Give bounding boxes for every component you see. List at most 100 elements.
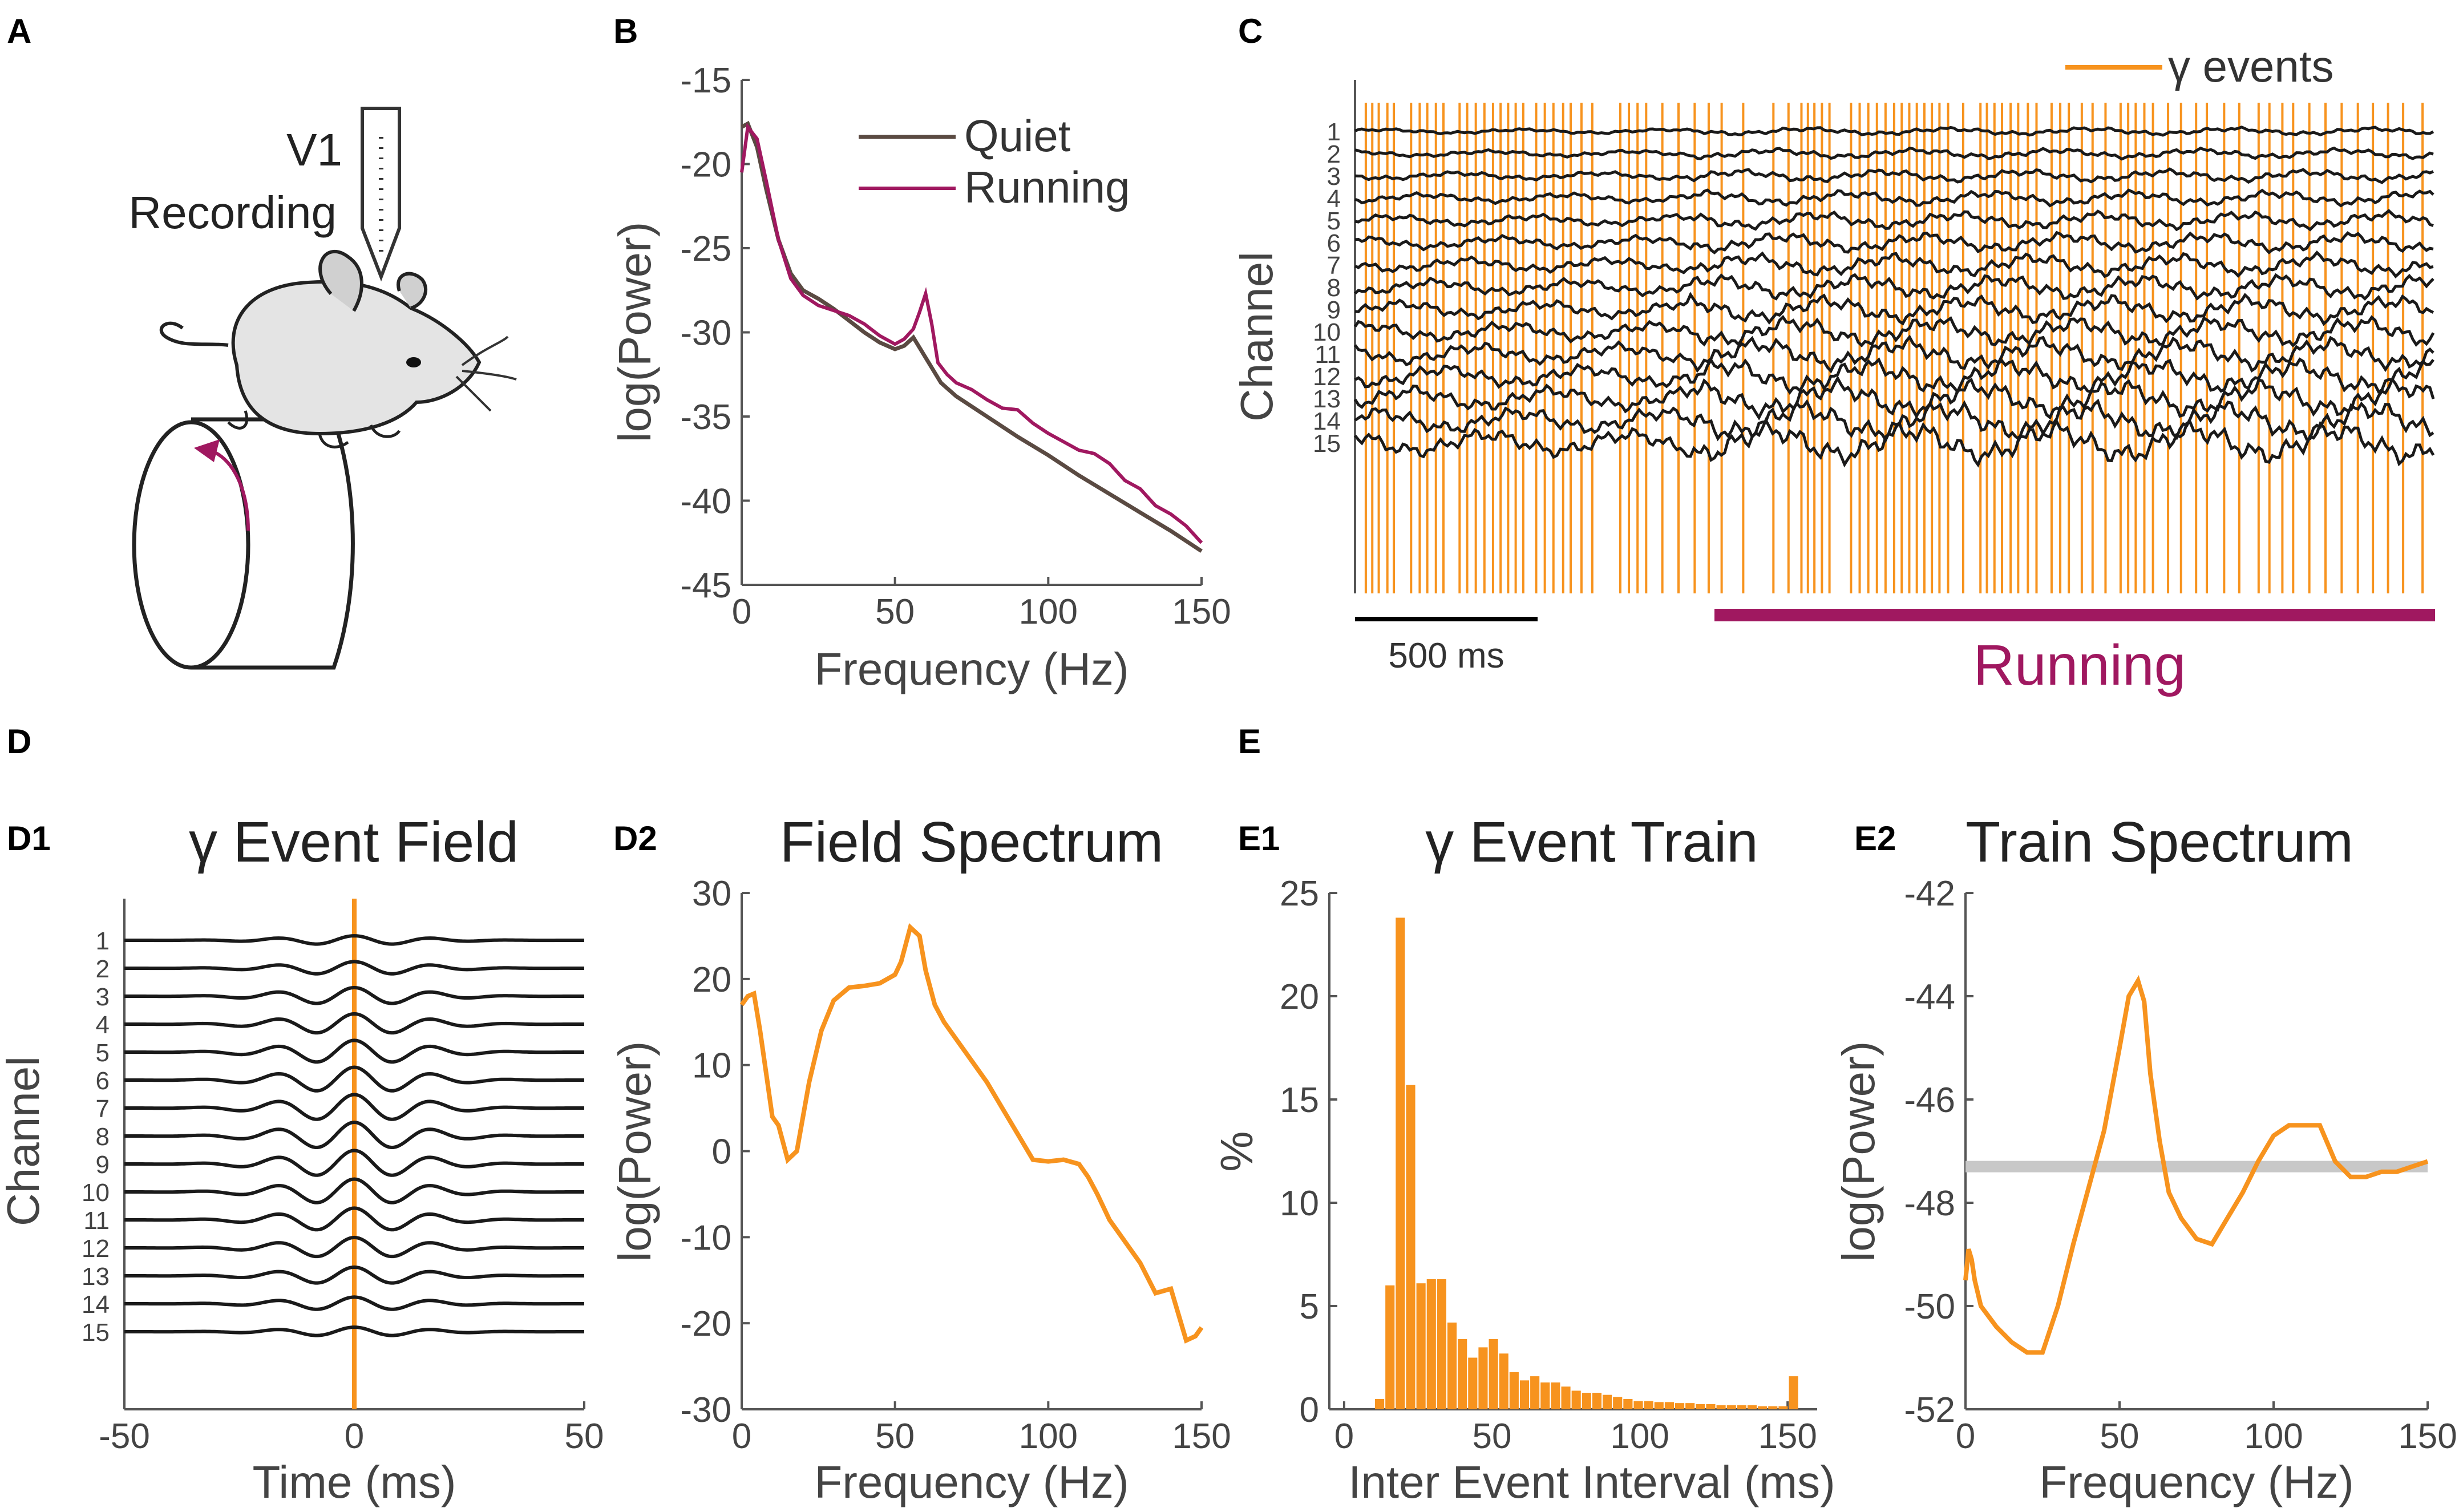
d1-channel-label: 10 <box>82 1179 110 1207</box>
c-channel-label: 12 <box>1313 363 1341 391</box>
e1-bar <box>1603 1394 1612 1409</box>
d2-y-tick-label: -10 <box>680 1218 731 1258</box>
c-legend-gamma: γ events <box>2168 41 2333 91</box>
e1-bar <box>1758 1406 1768 1409</box>
e1-bar <box>1726 1405 1736 1409</box>
d1-channel-label: 12 <box>82 1235 110 1263</box>
e1-y-tick-label: 10 <box>1280 1184 1319 1223</box>
d1-channel-label: 4 <box>96 1011 110 1039</box>
d1-channel-trace <box>124 1235 584 1259</box>
e1-bar <box>1478 1347 1488 1409</box>
e2-title: Train Spectrum <box>1965 810 2353 874</box>
e1-bar <box>1499 1353 1508 1409</box>
d1-channel-trace <box>124 1038 584 1064</box>
d1-channel-trace <box>124 1120 584 1149</box>
e2-y-tick-label: -46 <box>1904 1081 1955 1120</box>
b-y-tick-label: -35 <box>680 398 731 437</box>
c-channel-trace <box>1353 314 2435 347</box>
panel-label-c: C <box>1238 12 1263 50</box>
e1-bar <box>1437 1279 1446 1409</box>
wheel-icon <box>132 417 355 670</box>
c-channel-label: 15 <box>1313 430 1341 458</box>
d2-x-label: Frequency (Hz) <box>814 1457 1129 1507</box>
d1-channel-label: 15 <box>82 1319 110 1347</box>
e1-y-tick-label: 5 <box>1300 1287 1319 1327</box>
recording-label: Recording <box>128 187 337 238</box>
b-y-tick-label: -15 <box>680 61 731 100</box>
b-x-tick-label: 100 <box>1019 592 1078 632</box>
d1-channel-label: 2 <box>96 955 110 983</box>
e1-bar <box>1571 1390 1581 1409</box>
d1-channel-trace <box>124 1149 584 1177</box>
e1-bar <box>1489 1339 1498 1409</box>
chart-b: 0 50 100 150 -15 -20 -25 -30 -35 -40 -45 Quiet Run… <box>609 61 1231 694</box>
c-channel-label: 2 <box>1327 140 1341 168</box>
e1-bar <box>1654 1402 1664 1409</box>
e1-bar <box>1447 1322 1457 1409</box>
d1-channel-trace <box>124 1295 584 1311</box>
panel-label-d1: D1 <box>7 819 51 858</box>
e1-bar <box>1519 1380 1530 1409</box>
c-channel-label: 14 <box>1313 407 1341 435</box>
e1-bar <box>1458 1339 1467 1409</box>
d2-title: Field Spectrum <box>780 810 1163 874</box>
e1-bar <box>1696 1404 1705 1409</box>
e1-bar <box>1406 1085 1415 1409</box>
e1-x-tick-label: 0 <box>1334 1417 1354 1456</box>
c-channel-trace <box>1354 209 2434 232</box>
b-x-tick-label: 50 <box>875 592 915 632</box>
d2-y-tick-label: 30 <box>692 874 731 913</box>
c-channel-trace <box>1354 250 2434 278</box>
e1-bar <box>1561 1386 1571 1409</box>
d1-channel-trace <box>124 1206 584 1232</box>
c-channel-label: 10 <box>1313 318 1341 346</box>
c-channel-label: 3 <box>1327 163 1341 191</box>
e1-y-tick-label: 20 <box>1280 977 1319 1017</box>
b-y-tick-label: -25 <box>680 229 731 269</box>
b-legend-quiet: Quiet <box>964 111 1071 161</box>
d1-channel-trace <box>124 1093 584 1121</box>
d1-x-tick-label: 0 <box>345 1417 364 1456</box>
d1-channel-label: 14 <box>82 1291 110 1319</box>
e1-bar <box>1582 1393 1591 1409</box>
c-channel-label: 5 <box>1327 207 1341 235</box>
e1-bar <box>1613 1397 1623 1409</box>
b-x-tick-label: 0 <box>732 592 751 632</box>
e1-bar <box>1768 1406 1778 1409</box>
c-channel-trace <box>1354 357 2434 395</box>
e2-y-label: log(Power) <box>1833 1041 1884 1262</box>
d2-x-tick-label: 50 <box>875 1417 915 1456</box>
e1-bar <box>1426 1279 1436 1409</box>
c-scale-bar-label: 500 ms <box>1388 636 1504 676</box>
c-channel-trace <box>1354 292 2434 326</box>
e2-y-tick-label: -44 <box>1904 977 1955 1017</box>
e1-bar <box>1633 1401 1643 1409</box>
e1-y-label: % <box>1211 1131 1262 1171</box>
d1-channel-label: 8 <box>96 1123 110 1151</box>
b-y-label: log(Power) <box>609 222 660 443</box>
e1-bar <box>1737 1405 1746 1409</box>
d2-y-label: log(Power) <box>609 1041 660 1262</box>
e2-y-tick-label: -48 <box>1904 1184 1955 1223</box>
d1-channel-label: 13 <box>82 1263 110 1291</box>
e1-y-tick-label: 0 <box>1300 1390 1319 1430</box>
panel-label-e2: E2 <box>1854 819 1896 858</box>
b-x-tick-label: 150 <box>1172 592 1231 632</box>
d1-channel-label: 9 <box>96 1151 110 1179</box>
e1-bar <box>1416 1283 1426 1409</box>
panel-label-d: D <box>7 722 31 761</box>
d2-y-tick-label: 10 <box>692 1046 731 1086</box>
panel-label-a: A <box>7 12 31 50</box>
d1-channel-trace <box>124 1325 584 1337</box>
e1-bar <box>1716 1405 1726 1409</box>
e1-bar <box>1396 917 1405 1409</box>
c-running-label: Running <box>1973 633 2186 697</box>
d2-y-tick-label: -20 <box>680 1304 731 1344</box>
e1-x-label: Inter Event Interval (ms) <box>1348 1457 1835 1507</box>
c-channel-trace <box>1354 273 2434 301</box>
c-channel-trace <box>1354 417 2435 468</box>
b-legend-running: Running <box>964 162 1130 212</box>
d1-x-tick-label: 50 <box>565 1417 604 1456</box>
d1-channel-trace <box>124 985 584 1005</box>
e2-y-tick-label: -42 <box>1904 874 1955 913</box>
